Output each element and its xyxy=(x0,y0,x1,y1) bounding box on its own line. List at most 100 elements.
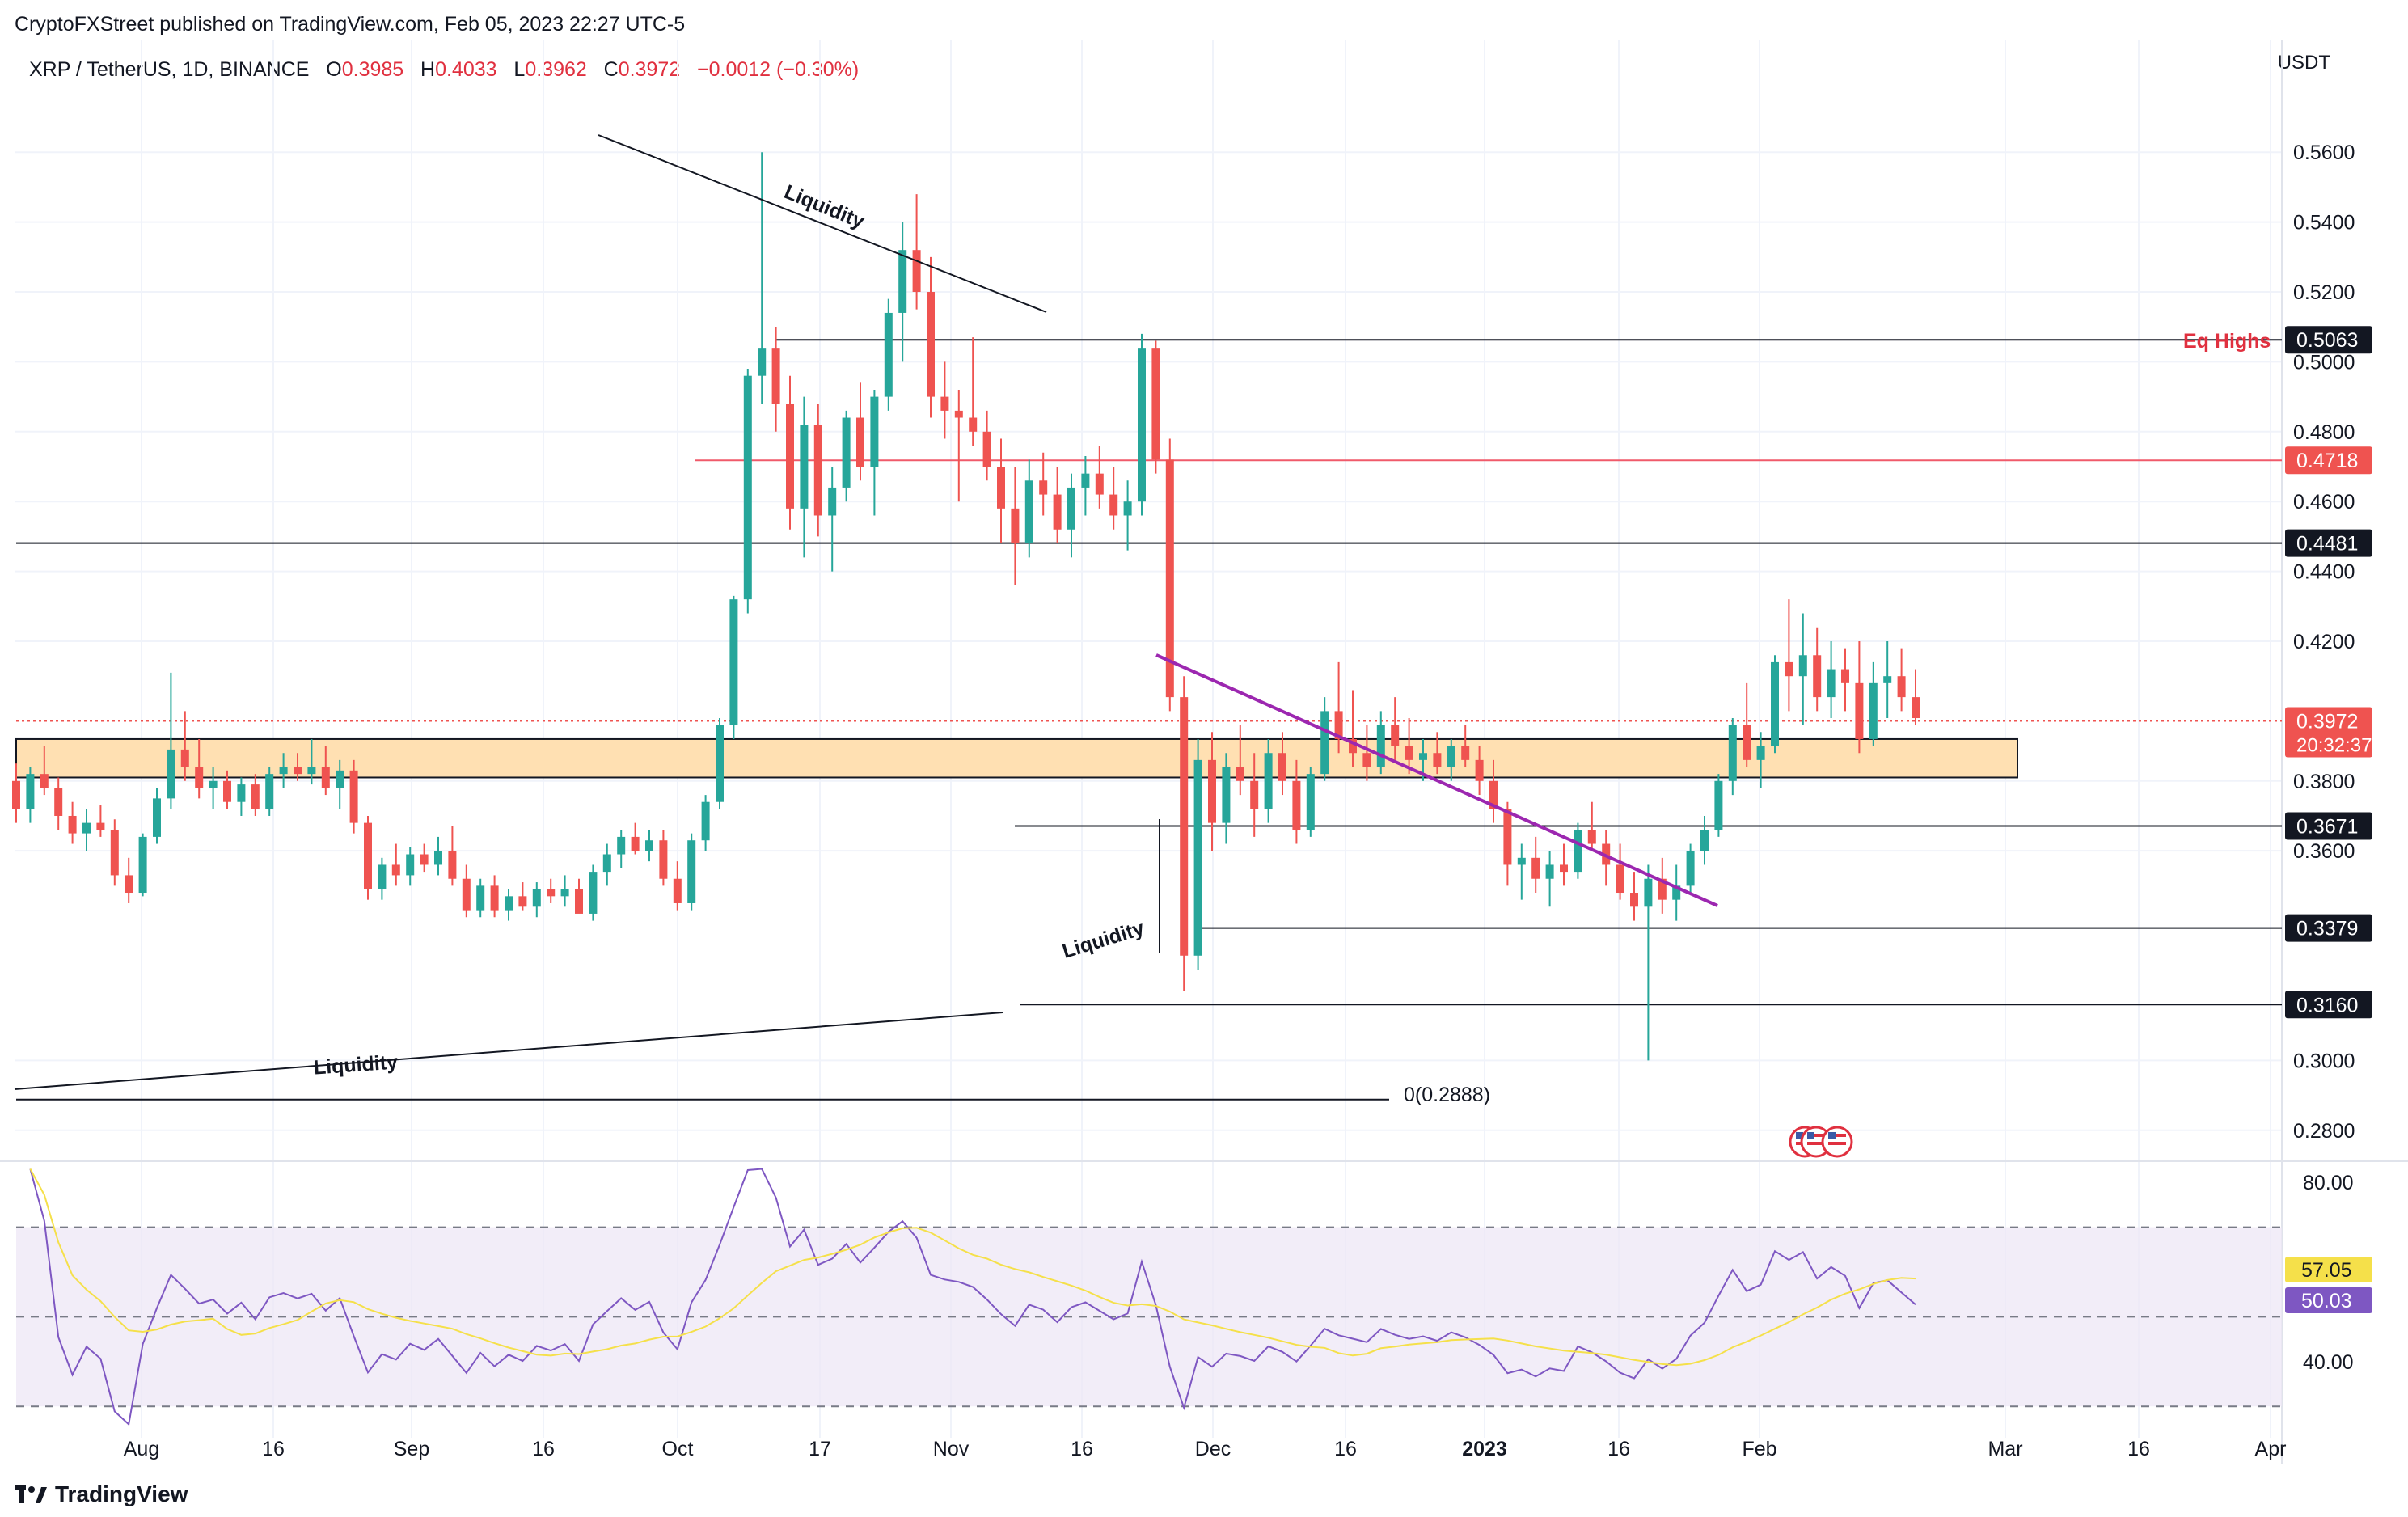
candle-body xyxy=(884,312,893,397)
candle-body xyxy=(505,896,513,911)
candle-body xyxy=(68,815,77,834)
candle-body xyxy=(645,840,653,851)
flag-canton xyxy=(1807,1132,1814,1139)
candle-body xyxy=(406,854,415,876)
ohlc-legend: XRP / TetherUS, 1D, BINANCE O0.3985 H0.4… xyxy=(29,58,859,82)
price-tag-box xyxy=(2285,326,2372,354)
candle-body xyxy=(195,767,204,788)
time-tick-label: 17 xyxy=(809,1438,831,1460)
rsi-tag-box xyxy=(2285,1287,2372,1313)
liquidity-line-bottom xyxy=(14,1012,1003,1090)
candle-body xyxy=(1180,697,1189,956)
candle-body xyxy=(982,431,991,467)
candle-body xyxy=(969,417,978,432)
grid-lines xyxy=(0,40,2408,1464)
currency-label[interactable]: USDT xyxy=(2277,52,2330,74)
candle-body xyxy=(1855,682,1864,739)
flag-canton xyxy=(1828,1132,1836,1139)
candle-body xyxy=(813,425,822,516)
price-tick-label: 0.5600 xyxy=(2293,142,2355,164)
open-value: 0.3985 xyxy=(341,58,404,81)
candle-body xyxy=(1700,830,1709,851)
candle-body xyxy=(1349,738,1357,754)
candle-body xyxy=(575,889,583,914)
eq-highs-label: Eq Highs xyxy=(2183,330,2271,353)
event-flags xyxy=(1789,1126,1853,1158)
candle-body xyxy=(209,780,218,788)
high-value: 0.4033 xyxy=(435,58,497,81)
candle-body xyxy=(842,417,851,488)
candle-body xyxy=(912,250,921,293)
candle-body xyxy=(828,487,837,516)
price-tag-label: 0.5063 xyxy=(2296,329,2358,352)
candle-body xyxy=(927,292,935,397)
price-tick-label: 0.3600 xyxy=(2293,840,2355,863)
liquidity-label-bottom: Liquidity xyxy=(313,1050,399,1079)
candle-body xyxy=(1123,501,1132,516)
candle-body xyxy=(1236,767,1244,781)
candle-body xyxy=(1376,725,1385,767)
tradingview-brand[interactable]: TradingView xyxy=(15,1481,188,1507)
candle-body xyxy=(1024,480,1033,544)
candle-body xyxy=(1193,759,1202,956)
candle-body xyxy=(1616,864,1624,894)
flag-stripe xyxy=(1807,1134,1825,1137)
candle-body xyxy=(631,836,640,851)
time-tick-label: Sep xyxy=(394,1438,429,1460)
rsi-line xyxy=(29,1168,1916,1426)
candle-body xyxy=(1264,753,1273,809)
candle-body xyxy=(223,780,231,802)
candle-body xyxy=(1714,780,1723,830)
candle-body xyxy=(547,889,556,897)
time-tick-label: 16 xyxy=(2127,1438,2150,1460)
candle-body xyxy=(420,854,429,865)
candle-body xyxy=(1658,878,1667,900)
price-tag-label: 0.3972 xyxy=(2296,710,2358,733)
candle-body xyxy=(1756,746,1765,760)
candle-body xyxy=(1362,753,1371,767)
candle-body xyxy=(1165,459,1174,698)
candle-body xyxy=(687,840,696,903)
candle-body xyxy=(1827,669,1836,698)
symbol-label[interactable]: XRP / TetherUS, 1D, BINANCE xyxy=(29,58,310,81)
candle-body xyxy=(1728,725,1737,781)
candle-body xyxy=(237,784,246,802)
candle-body xyxy=(391,864,400,876)
time-tick-label: Oct xyxy=(662,1438,694,1460)
candle-body xyxy=(1686,851,1695,886)
price-tag-box xyxy=(2285,914,2372,942)
candle-body xyxy=(1250,780,1259,809)
price-tick-label: 0.5000 xyxy=(2293,351,2355,374)
candle-body xyxy=(743,375,752,600)
price-tag-box xyxy=(2285,446,2372,475)
candles xyxy=(12,152,1920,1061)
tradingview-logo-icon xyxy=(15,1485,47,1504)
candle-body xyxy=(954,410,963,418)
price-tick-label: 0.2800 xyxy=(2293,1120,2355,1143)
price-tag-box xyxy=(2285,812,2372,840)
candle-body xyxy=(1461,746,1470,760)
liquidity-line-top xyxy=(598,134,1047,313)
candle-body xyxy=(1405,746,1413,760)
candle-body xyxy=(856,417,864,467)
time-tick-label: Mar xyxy=(1988,1438,2022,1460)
time-tick-label: 16 xyxy=(1071,1438,1093,1460)
liquidity-label-mid: Liquidity xyxy=(1060,917,1147,963)
candle-body xyxy=(1081,473,1090,488)
candle-body xyxy=(448,851,457,879)
candle-body xyxy=(1644,878,1653,907)
horizontal-levels xyxy=(16,339,2282,1101)
price-tags: 0.5063 0.4718 0.4481 0.3972 0.3671 0.3379 0.31… xyxy=(2285,326,2372,1313)
change-value: −0.0012 (−0.30%) xyxy=(697,58,860,81)
candle-body xyxy=(265,774,274,809)
candle-body xyxy=(1798,655,1807,677)
price-tick-label: 0.4200 xyxy=(2293,631,2355,653)
rsi-tick-label: 40.00 xyxy=(2303,1351,2354,1374)
candle-body xyxy=(1109,494,1118,516)
time-tick-label: Aug xyxy=(124,1438,159,1460)
price-tag-label: 0.4718 xyxy=(2296,450,2358,472)
candle-body xyxy=(1067,487,1075,530)
candle-body xyxy=(462,878,471,911)
time-tick-label: 16 xyxy=(1334,1438,1357,1460)
